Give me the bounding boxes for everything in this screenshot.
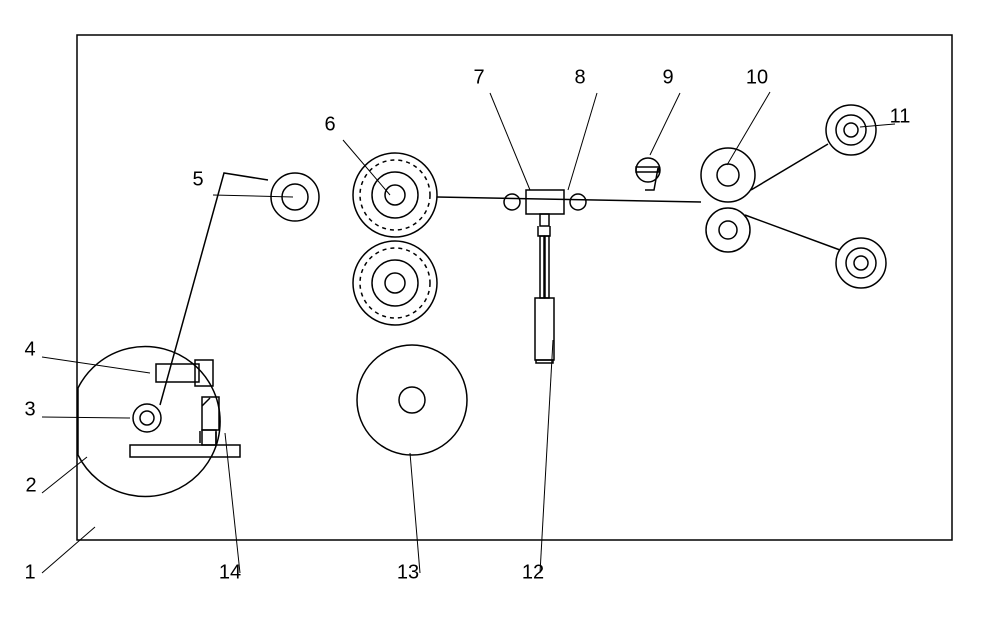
callout-label-3: 3	[24, 398, 35, 420]
callout-label-10: 10	[746, 66, 768, 88]
callout-label-5: 5	[192, 168, 203, 190]
diagram-root: 1234567891011121314	[0, 0, 1000, 618]
callout-label-12: 12	[522, 561, 544, 583]
callout-label-2: 2	[25, 474, 36, 496]
schematic-svg: 1234567891011121314	[0, 0, 1000, 618]
callout-label-11: 11	[890, 105, 911, 127]
callout-label-4: 4	[24, 338, 35, 360]
callout-label-6: 6	[324, 113, 335, 135]
callout-label-9: 9	[662, 66, 673, 88]
callout-label-14: 14	[219, 561, 241, 583]
callout-label-8: 8	[574, 66, 585, 88]
callout-label-7: 7	[473, 66, 484, 88]
callout-label-1: 1	[24, 561, 35, 583]
callout-label-13: 13	[397, 561, 419, 583]
